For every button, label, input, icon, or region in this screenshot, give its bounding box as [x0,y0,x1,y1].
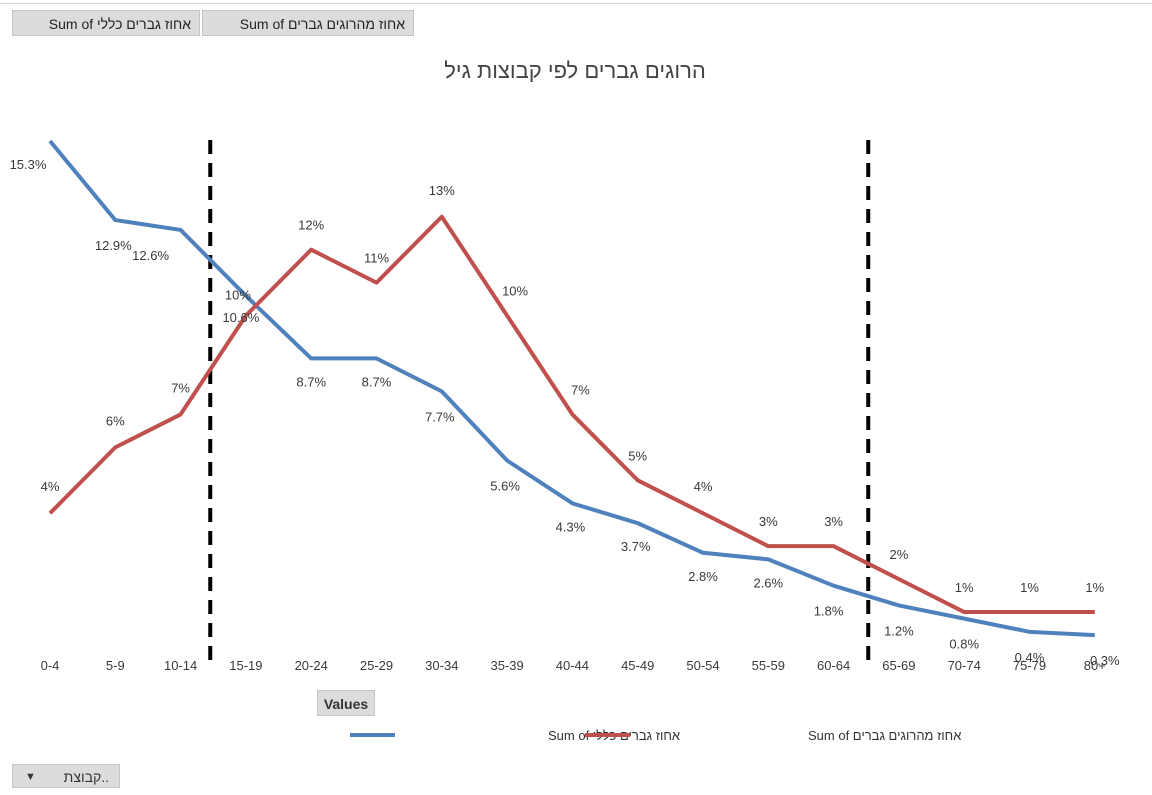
data-label-s0-4: 8.7% [296,374,326,389]
data-label-s0-6: 7.7% [425,409,455,424]
data-label-s1-0: 4% [41,479,60,494]
data-label-s1-14: 1% [955,580,974,595]
series-line-1 [48,214,1095,615]
data-label-s0-10: 2.8% [688,569,718,584]
chevron-down-icon: ▼ [25,771,36,783]
data-label-s1-7: 10% [502,284,528,299]
data-label-s1-9: 5% [628,448,647,463]
field-button-general-pct[interactable]: אחוז גברים כללי Sum of [12,10,200,36]
x-tick-label: 5-9 [106,658,125,673]
x-tick-label: 35-39 [490,658,523,673]
data-label-s0-14: 0.8% [949,637,979,652]
data-label-s0-3: 10.6% [222,310,259,325]
chart-title: הרוגים גברים לפי קבוצות גיל [444,58,706,83]
x-tick-label: 50-54 [686,658,719,673]
data-label-s0-8: 4.3% [556,519,586,534]
data-label-s1-13: 2% [890,547,909,562]
data-label-s0-16: 0.3% [1090,653,1120,668]
x-tick-label: 75-79 [1013,658,1046,673]
x-tick-label: 10-14 [164,658,197,673]
x-tick-label: 25-29 [360,658,393,673]
data-label-s0-0: 15.3% [10,157,47,172]
x-tick-label: 45-49 [621,658,654,673]
x-tick-label: 30-34 [425,658,458,673]
data-label-s1-11: 3% [759,514,778,529]
filter-label: קבוצת.. [63,769,109,785]
x-tick-label: 70-74 [948,658,981,673]
data-label-s0-15: 0.4% [1015,650,1045,665]
data-label-s0-1: 12.9% [95,238,132,253]
data-label-s1-1: 6% [106,413,125,428]
x-tick-label: 80+ [1084,658,1106,673]
data-label-s1-3: 10% [225,288,251,303]
data-label-s1-8: 7% [571,382,590,397]
category-filter-button[interactable]: קבוצת.. ▼ [12,764,120,788]
data-label-s0-5: 8.7% [362,374,392,389]
field-button-killed-pct[interactable]: אחוז מהרוגים גברים Sum of [202,10,414,36]
top-border [0,3,1152,4]
values-button[interactable]: Values [317,690,375,716]
x-tick-label: 40-44 [556,658,589,673]
data-label-s1-10: 4% [694,479,713,494]
x-tick-label: 60-64 [817,658,850,673]
series-line-0 [48,139,1095,638]
data-label-s0-13: 1.2% [884,623,914,638]
data-label-s1-15: 1% [1020,580,1039,595]
data-label-s1-5: 11% [364,251,389,266]
data-label-s0-9: 3.7% [621,539,651,554]
legend-label-1: אחוז מהרוגים גברים Sum of [808,728,961,743]
data-label-s1-16: 1% [1085,580,1104,595]
data-label-s0-11: 2.6% [753,575,783,590]
x-tick-label: 20-24 [295,658,328,673]
x-tick-label: 65-69 [882,658,915,673]
x-tick-label: 15-19 [229,658,262,673]
data-label-s1-4: 12% [298,218,324,233]
x-tick-label: 0-4 [41,658,60,673]
data-label-s0-7: 5.6% [490,479,520,494]
data-label-s1-2: 7% [171,380,190,395]
data-label-s0-2: 12.6% [132,248,169,263]
data-label-s0-12: 1.8% [814,604,844,619]
data-label-s1-12: 3% [824,514,843,529]
data-label-s1-6: 13% [429,183,455,198]
x-tick-label: 55-59 [752,658,785,673]
